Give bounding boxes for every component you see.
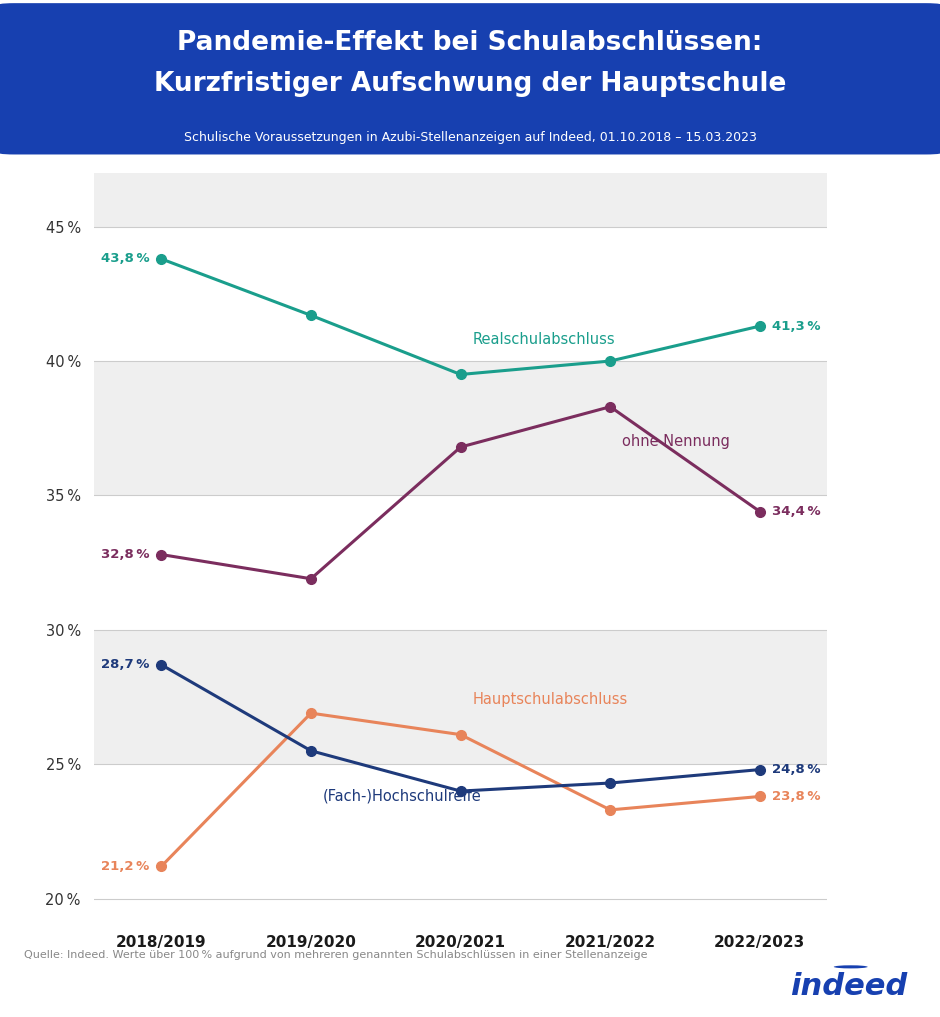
Text: 41,3 %: 41,3 %	[772, 319, 821, 333]
Text: Quelle: Indeed. Werte über 100 % aufgrund von mehreren genannten Schulabschlüsse: Quelle: Indeed. Werte über 100 % aufgrun…	[24, 950, 647, 960]
Text: Realschulabschluss: Realschulabschluss	[473, 332, 615, 347]
Text: indeed: indeed	[790, 972, 907, 1002]
Text: Hauptschulabschluss: Hauptschulabschluss	[473, 693, 628, 707]
Text: 24,8 %: 24,8 %	[772, 763, 821, 776]
Text: 34,4 %: 34,4 %	[772, 505, 821, 518]
Text: 28,7 %: 28,7 %	[101, 658, 149, 671]
FancyBboxPatch shape	[0, 3, 940, 155]
Bar	[94, 495, 827, 630]
Text: (Fach-)Hochschulreife: (Fach-)Hochschulreife	[323, 789, 481, 804]
Text: 23,8 %: 23,8 %	[772, 790, 821, 803]
Text: Schulische Voraussetzungen in Azubi-Stellenanzeigen auf Indeed, 01.10.2018 – 15.: Schulische Voraussetzungen in Azubi-Stel…	[183, 130, 757, 143]
Bar	[94, 899, 827, 925]
Text: ohne Nennung: ohne Nennung	[622, 434, 730, 450]
Text: Pandemie-Effekt bei Schulabschlüssen:: Pandemie-Effekt bei Schulabschlüssen:	[178, 29, 762, 56]
Circle shape	[834, 965, 868, 968]
Bar	[94, 630, 827, 764]
Text: Kurzfristiger Aufschwung der Hauptschule: Kurzfristiger Aufschwung der Hauptschule	[154, 70, 786, 97]
Bar	[94, 764, 827, 899]
Bar	[94, 361, 827, 495]
Bar	[94, 173, 827, 227]
Text: 32,8 %: 32,8 %	[101, 548, 149, 561]
Text: 21,2 %: 21,2 %	[102, 859, 149, 873]
Text: 43,8 %: 43,8 %	[101, 252, 149, 265]
Bar	[94, 227, 827, 361]
